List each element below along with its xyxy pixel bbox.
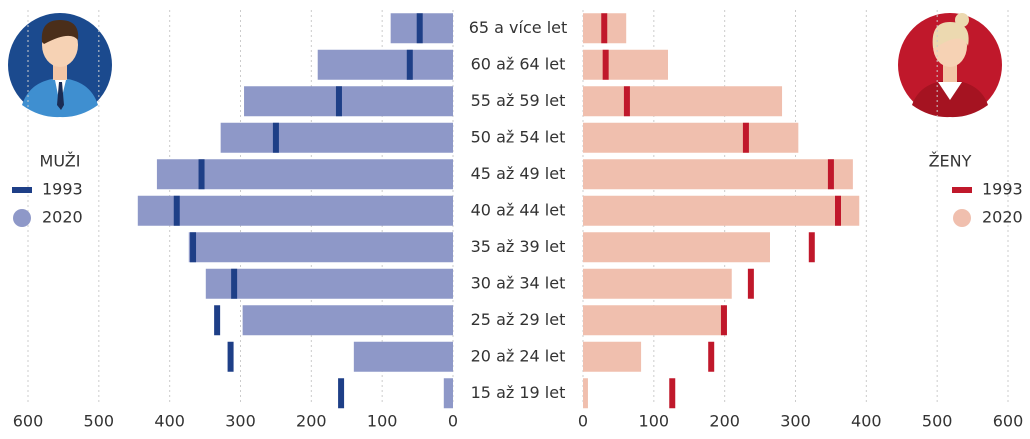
marker (721, 305, 727, 335)
marker (809, 232, 815, 262)
bar (583, 196, 859, 226)
bar (243, 305, 453, 335)
marker (231, 269, 237, 299)
bar (244, 86, 453, 116)
x-tick-label: 300 (225, 412, 256, 431)
x-tick-label: 400 (154, 412, 185, 431)
avatar-men (8, 13, 112, 117)
bar (583, 159, 853, 189)
category-label: 50 až 54 let (471, 127, 566, 146)
category-label: 35 až 39 let (471, 237, 566, 256)
bar (583, 232, 770, 262)
marker (273, 123, 279, 153)
legend-swatch (12, 187, 32, 193)
x-tick-label: 300 (780, 412, 811, 431)
bar (583, 342, 641, 372)
marker (199, 159, 205, 189)
marker (624, 86, 630, 116)
bar (206, 269, 453, 299)
category-label: 45 až 49 let (471, 164, 566, 183)
marker (708, 342, 714, 372)
x-tick-label: 600 (13, 412, 44, 431)
page: {"chart_data": {"type": "pyramid", "cate… (0, 0, 1030, 439)
bar (583, 86, 782, 116)
marker (228, 342, 234, 372)
x-tick-label: 600 (993, 412, 1024, 431)
bar (583, 50, 668, 80)
legend-swatch (13, 209, 31, 227)
marker (835, 196, 841, 226)
bar (354, 342, 453, 372)
x-tick-label: 500 (922, 412, 953, 431)
marker (748, 269, 754, 299)
bar (583, 378, 588, 408)
legend-swatch (953, 209, 971, 227)
marker (743, 123, 749, 153)
legend-label: 1993 (42, 180, 83, 199)
x-tick-label: 400 (851, 412, 882, 431)
category-label: 25 až 29 let (471, 310, 566, 329)
x-tick-label: 0 (448, 412, 458, 431)
marker (338, 378, 344, 408)
bar (189, 232, 453, 262)
category-label: 55 až 59 let (471, 91, 566, 110)
x-tick-label: 200 (709, 412, 740, 431)
bar (221, 123, 453, 153)
marker (828, 159, 834, 189)
marker (190, 232, 196, 262)
marker (601, 13, 607, 43)
marker (174, 196, 180, 226)
category-label: 65 a více let (469, 18, 568, 37)
category-label: 30 až 34 let (471, 273, 566, 292)
marker (603, 50, 609, 80)
x-tick-label: 200 (296, 412, 327, 431)
marker (407, 50, 413, 80)
avatar-women (898, 13, 1002, 117)
bar (583, 123, 798, 153)
x-tick-label: 0 (578, 412, 588, 431)
marker (669, 378, 675, 408)
category-label: 40 až 44 let (471, 200, 566, 219)
x-tick-label: 500 (84, 412, 115, 431)
category-label: 15 až 19 let (471, 383, 566, 402)
bar (444, 378, 453, 408)
bar (318, 50, 453, 80)
marker (417, 13, 423, 43)
marker (214, 305, 220, 335)
x-tick-label: 100 (639, 412, 670, 431)
marker (336, 86, 342, 116)
legend-swatch (952, 187, 972, 193)
category-label: 60 až 64 let (471, 54, 566, 73)
legend-label: 2020 (42, 208, 83, 227)
group-label: MUŽI (40, 152, 81, 171)
bar (138, 196, 453, 226)
chart: 0 100 200 300 400 500 600 MUŽI 1993 2020 0 100 200 30… (0, 0, 1030, 435)
bar (583, 269, 732, 299)
legend-label: 1993 (982, 180, 1023, 199)
bar (583, 305, 722, 335)
category-label: 20 až 24 let (471, 346, 566, 365)
x-tick-label: 100 (367, 412, 398, 431)
group-label: ŽENY (929, 152, 972, 171)
legend-label: 2020 (982, 208, 1023, 227)
